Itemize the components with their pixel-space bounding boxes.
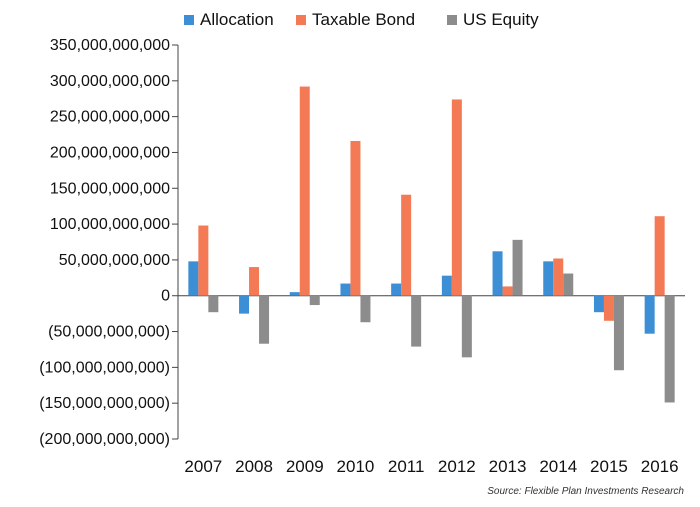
y-tick-label: (200,000,000,000) [39, 431, 170, 448]
bar-us-equity-2012 [461, 295, 472, 358]
x-tick-label: 2007 [184, 457, 222, 476]
bar-taxable-bond-2016 [654, 216, 665, 296]
bar-allocation-2015 [593, 295, 604, 313]
legend-swatch-us-equity [447, 15, 457, 25]
bar-allocation-2010 [340, 283, 351, 296]
bar-us-equity-2015 [613, 295, 624, 371]
bar-allocation-2016 [644, 295, 655, 334]
bar-taxable-bond-2007 [198, 225, 209, 296]
y-tick-label: (150,000,000,000) [39, 395, 170, 412]
bar-us-equity-2007 [208, 295, 219, 313]
bar-taxable-bond-2010 [350, 140, 361, 296]
bar-us-equity-2011 [411, 295, 422, 347]
legend-label: Taxable Bond [312, 10, 415, 29]
legend-label: Allocation [200, 10, 274, 29]
y-tick-label: (100,000,000,000) [39, 359, 170, 376]
x-tick-label: 2012 [438, 457, 476, 476]
x-tick-label: 2010 [337, 457, 375, 476]
bar-us-equity-2010 [360, 295, 371, 323]
bar-us-equity-2008 [259, 295, 270, 344]
bar-taxable-bond-2015 [603, 295, 614, 321]
y-tick-label: 300,000,000,000 [50, 73, 170, 90]
y-tick-label: 250,000,000,000 [50, 109, 170, 126]
y-tick-label: 50,000,000,000 [59, 252, 170, 269]
legend-swatch-allocation [184, 15, 194, 25]
bar-allocation-2011 [391, 283, 402, 296]
bar-us-equity-2014 [563, 273, 574, 296]
bar-taxable-bond-2008 [249, 267, 260, 296]
bar-allocation-2013 [492, 251, 503, 296]
y-tick-label: (50,000,000,000) [48, 324, 170, 341]
y-tick-label: 150,000,000,000 [50, 180, 170, 197]
x-tick-label: 2014 [539, 457, 577, 476]
x-tick-label: 2015 [590, 457, 628, 476]
y-tick-label: 350,000,000,000 [50, 37, 170, 54]
bar-allocation-2009 [289, 292, 300, 296]
bar-us-equity-2009 [309, 295, 320, 306]
x-tick-label: 2011 [388, 457, 425, 476]
x-tick-label: 2016 [641, 457, 679, 476]
y-tick-label: 100,000,000,000 [50, 216, 170, 233]
bar-us-equity-2016 [664, 295, 675, 403]
x-tick-label: 2008 [235, 457, 273, 476]
source-note: Source: Flexible Plan Investments Resear… [487, 486, 684, 497]
bar-us-equity-2013 [512, 239, 523, 296]
legend-label: US Equity [463, 10, 539, 29]
bar-taxable-bond-2012 [451, 99, 462, 296]
bar-taxable-bond-2014 [553, 258, 564, 296]
y-tick-label: 0 [161, 288, 170, 305]
x-tick-label: 2009 [286, 457, 324, 476]
bar-taxable-bond-2013 [502, 286, 513, 296]
bar-allocation-2008 [239, 295, 250, 314]
bar-taxable-bond-2011 [401, 194, 412, 296]
bar-taxable-bond-2009 [299, 86, 310, 296]
bar-allocation-2012 [441, 275, 452, 296]
bar-allocation-2014 [543, 261, 554, 296]
bar-allocation-2007 [188, 261, 199, 296]
legend-swatch-taxable-bond [296, 15, 306, 25]
x-tick-label: 2013 [489, 457, 527, 476]
y-tick-label: 200,000,000,000 [50, 144, 170, 161]
